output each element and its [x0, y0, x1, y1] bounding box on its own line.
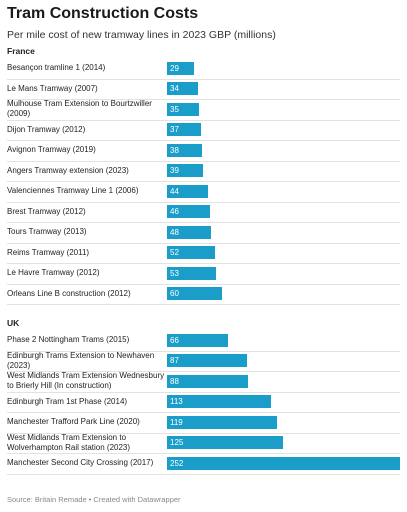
bar: 38: [167, 143, 203, 157]
bar: 252: [167, 456, 400, 470]
bar: 44: [167, 184, 208, 198]
category-label: Besançon tramline 1 (2014): [7, 63, 106, 73]
row-divider: [7, 160, 400, 162]
category-label: Angers Tramway extension (2023): [7, 165, 129, 175]
category-label: Phase 2 Nottingham Trams (2015): [7, 335, 130, 345]
chart-subtitle: Per mile cost of new tramway lines in 20…: [7, 29, 276, 41]
bar-value-label: 88: [170, 376, 179, 386]
category-label: Dijon Tramway (2012): [7, 124, 86, 134]
bar-value-label: 39: [170, 166, 179, 176]
bar: 125: [167, 436, 283, 450]
bar: 87: [167, 354, 248, 368]
category-label: Avignon Tramway (2019): [7, 145, 96, 155]
category-label: Tours Tramway (2013): [7, 227, 87, 237]
bar-value-label: 60: [170, 289, 179, 299]
row-divider: [7, 242, 400, 244]
row-divider: [7, 119, 400, 121]
bar: 52: [167, 246, 216, 260]
category-label: Mulhouse Tram Extension to Bourtzwiller …: [7, 99, 152, 119]
bar-value-label: 46: [170, 207, 179, 217]
row-divider: [7, 453, 400, 454]
bar-value-label: 29: [170, 63, 179, 73]
row-divider: [7, 201, 400, 203]
row-divider: [7, 140, 400, 141]
bar: 46: [167, 205, 210, 219]
row-divider: [7, 391, 400, 393]
bar: 88: [167, 374, 249, 388]
row-divider: [7, 283, 400, 285]
bar-value-label: 35: [170, 104, 179, 114]
bar-value-label: 52: [170, 248, 179, 258]
bar: 37: [167, 123, 202, 137]
row-divider: [7, 99, 400, 100]
bar: 113: [167, 395, 272, 409]
chart-source: Source: Britain Remade • Created with Da…: [7, 495, 181, 504]
bar-value-label: 37: [170, 125, 179, 135]
bar: 66: [167, 333, 229, 347]
bar-value-label: 48: [170, 227, 179, 237]
category-label: Edinburgh Trams Extension to Newhaven (2…: [7, 350, 155, 370]
row-divider: [7, 432, 400, 434]
bar: 35: [167, 102, 200, 116]
row-divider: [7, 304, 400, 305]
bar: 34: [167, 82, 199, 96]
category-label: Manchester Trafford Park Line (2020): [7, 417, 140, 427]
bar-value-label: 125: [170, 438, 184, 448]
bar-value-label: 44: [170, 186, 179, 196]
row-divider: [7, 350, 400, 352]
bar: 60: [167, 287, 223, 301]
category-label: Valenciennes Tramway Line 1 (2006): [7, 186, 139, 196]
category-label: West Midlands Tram Extension Wednesbury …: [7, 371, 165, 391]
bar-value-label: 66: [170, 335, 179, 345]
bar-value-label: 87: [170, 356, 179, 366]
bar: 39: [167, 164, 204, 178]
row-divider: [7, 181, 400, 182]
group-label-france: France: [7, 46, 35, 56]
category-label: West Midlands Tram Extension to Wolverha…: [7, 432, 131, 452]
category-label: Orleans Line B construction (2012): [7, 288, 131, 298]
row-divider: [7, 473, 400, 475]
category-label: Reims Tramway (2011): [7, 247, 90, 257]
bar: 119: [167, 415, 278, 429]
category-label: Brest Tramway (2012): [7, 206, 86, 216]
bar-value-label: 53: [170, 268, 179, 278]
bar: 53: [167, 266, 216, 280]
row-divider: [7, 263, 400, 264]
category-label: Le Mans Tramway (2007): [7, 83, 98, 93]
row-divider: [7, 371, 400, 372]
row-divider: [7, 222, 400, 223]
group-label-uk: UK: [7, 318, 20, 328]
bar: 48: [167, 225, 212, 239]
category-label: Le Havre Tramway (2012): [7, 268, 100, 278]
bar-value-label: 119: [170, 417, 183, 427]
chart-title: Tram Construction Costs: [7, 5, 199, 22]
category-label: Edinburgh Tram 1st Phase (2014): [7, 396, 128, 406]
row-divider: [7, 412, 400, 413]
bar-value-label: 113: [170, 397, 183, 407]
row-divider: [7, 78, 400, 80]
bar-value-label: 34: [170, 84, 179, 94]
bar-value-label: 252: [170, 458, 184, 468]
category-label: Manchester Second City Crossing (2017): [7, 458, 154, 468]
bar-value-label: 38: [170, 145, 179, 155]
bar: 29: [167, 61, 194, 75]
